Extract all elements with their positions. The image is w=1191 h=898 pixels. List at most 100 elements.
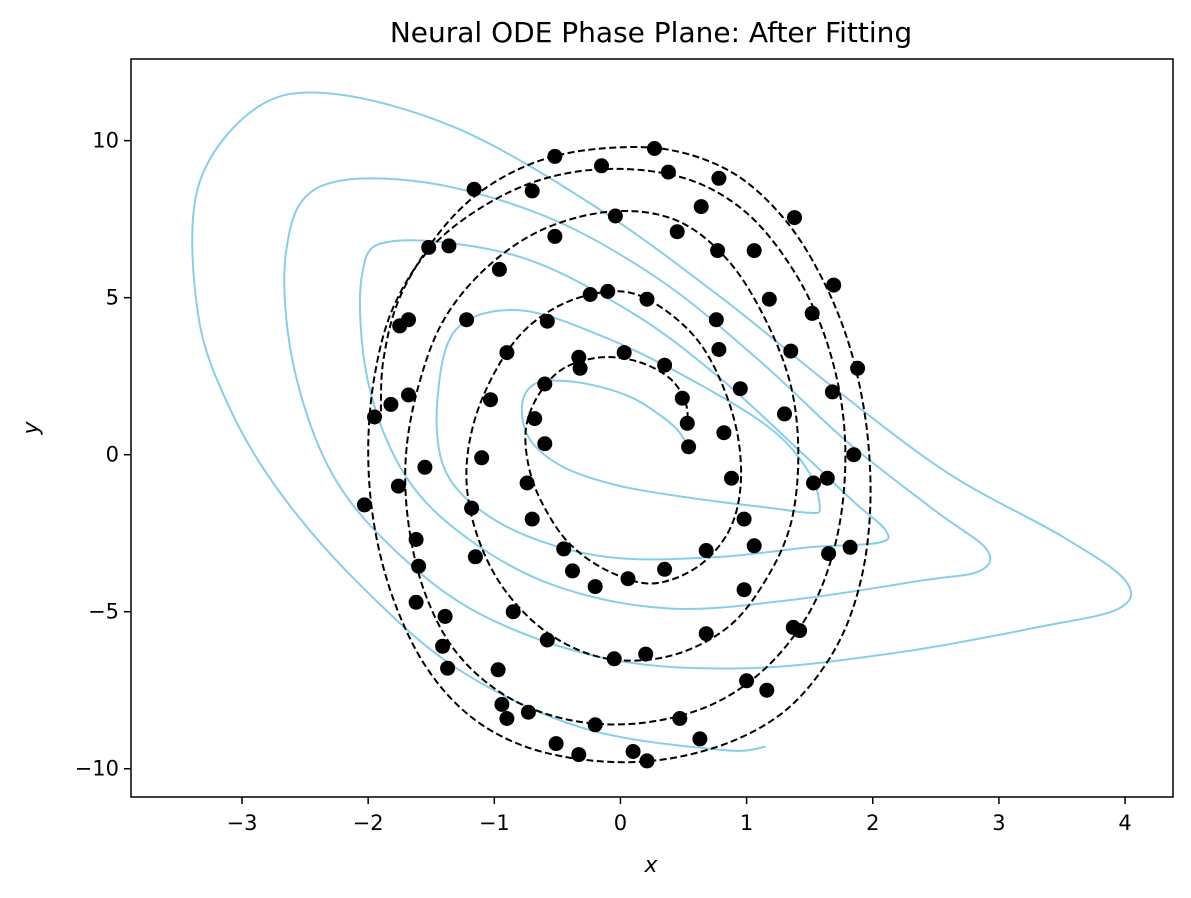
data-point bbox=[547, 148, 563, 164]
chart-title: Neural ODE Phase Plane: After Fitting bbox=[390, 16, 912, 49]
x-tick-label: 0 bbox=[614, 811, 627, 835]
data-point bbox=[537, 436, 553, 452]
data-point bbox=[638, 646, 654, 662]
data-point bbox=[698, 543, 714, 558]
data-point bbox=[356, 497, 372, 513]
data-point bbox=[494, 696, 510, 712]
data-point bbox=[759, 682, 775, 698]
data-point bbox=[711, 342, 727, 357]
true-trajectory-line bbox=[367, 146, 872, 764]
data-point bbox=[459, 312, 475, 328]
data-point bbox=[657, 561, 673, 577]
x-axis-ticks: −3 −2 −1 0 1 2 3 4 bbox=[227, 797, 1132, 835]
data-point bbox=[539, 313, 555, 329]
data-point bbox=[711, 170, 727, 186]
x-tick-label: 3 bbox=[992, 811, 1005, 835]
data-point bbox=[548, 736, 564, 752]
data-point bbox=[806, 475, 821, 491]
data-point bbox=[466, 181, 482, 197]
x-tick-label: −3 bbox=[227, 811, 258, 835]
data-point bbox=[746, 538, 762, 554]
data-point bbox=[520, 704, 536, 720]
data-point bbox=[692, 731, 708, 747]
data-point bbox=[698, 626, 714, 642]
data-point bbox=[556, 541, 572, 557]
y-tick-label: −10 bbox=[75, 757, 119, 781]
data-point bbox=[600, 283, 616, 299]
data-point bbox=[594, 158, 609, 174]
data-point bbox=[736, 582, 752, 598]
data-point bbox=[660, 164, 676, 180]
data-point bbox=[505, 604, 521, 620]
data-point bbox=[571, 349, 587, 365]
data-point bbox=[587, 717, 603, 733]
data-point bbox=[792, 623, 808, 639]
data-point bbox=[616, 345, 632, 361]
data-point bbox=[539, 632, 555, 648]
y-tick-label: −5 bbox=[88, 600, 119, 624]
data-point bbox=[657, 357, 673, 373]
data-point bbox=[787, 210, 802, 226]
data-point bbox=[783, 343, 799, 359]
data-point bbox=[483, 392, 498, 408]
data-point bbox=[669, 224, 685, 240]
data-point bbox=[417, 459, 433, 475]
x-tick-label: 4 bbox=[1118, 811, 1131, 835]
data-point bbox=[587, 579, 603, 595]
data-point bbox=[572, 360, 588, 376]
data-point bbox=[846, 447, 862, 463]
true-trajectory-layer bbox=[367, 146, 872, 764]
data-point bbox=[647, 141, 662, 156]
data-point bbox=[474, 450, 490, 466]
data-point bbox=[464, 500, 480, 516]
x-tick-label: 1 bbox=[740, 811, 753, 835]
data-point bbox=[524, 511, 540, 527]
data-point bbox=[824, 384, 840, 400]
data-point bbox=[736, 511, 752, 527]
data-point bbox=[519, 475, 535, 491]
data-point bbox=[435, 638, 451, 654]
data-point bbox=[582, 287, 598, 302]
data-point bbox=[527, 411, 543, 427]
data-point bbox=[826, 277, 842, 293]
data-point bbox=[761, 291, 777, 307]
data-point bbox=[411, 558, 427, 574]
data-point bbox=[565, 563, 580, 579]
data-point bbox=[639, 291, 655, 307]
data-point bbox=[440, 660, 456, 676]
data-point bbox=[842, 539, 858, 555]
data-point bbox=[681, 439, 697, 455]
y-tick-label: 10 bbox=[92, 129, 119, 153]
data-point bbox=[620, 571, 636, 587]
data-point bbox=[804, 305, 820, 321]
data-point bbox=[383, 396, 399, 412]
data-point bbox=[777, 406, 792, 422]
axes-frame bbox=[130, 58, 1174, 798]
y-axis-ticks: −10 −5 0 5 10 bbox=[75, 129, 131, 781]
data-point bbox=[693, 199, 709, 215]
data-point bbox=[746, 243, 762, 259]
data-point bbox=[710, 243, 726, 259]
data-point bbox=[499, 345, 515, 361]
data-point bbox=[732, 381, 748, 397]
data-point bbox=[607, 208, 623, 224]
y-tick-label: 5 bbox=[106, 286, 119, 310]
x-tick-label: −2 bbox=[353, 811, 384, 835]
data-point bbox=[537, 376, 553, 392]
data-point bbox=[625, 744, 641, 759]
data-point bbox=[401, 312, 416, 328]
data-point bbox=[401, 387, 416, 403]
data-point bbox=[421, 239, 437, 255]
data-point bbox=[850, 360, 866, 376]
data-point bbox=[437, 608, 453, 624]
data-point bbox=[672, 711, 688, 726]
data-point bbox=[408, 594, 424, 610]
y-tick-label: 0 bbox=[106, 443, 119, 467]
plot-area bbox=[191, 91, 1133, 769]
data-point bbox=[674, 390, 690, 406]
data-point bbox=[679, 415, 695, 431]
data-point bbox=[571, 747, 587, 763]
data-point bbox=[819, 470, 835, 486]
